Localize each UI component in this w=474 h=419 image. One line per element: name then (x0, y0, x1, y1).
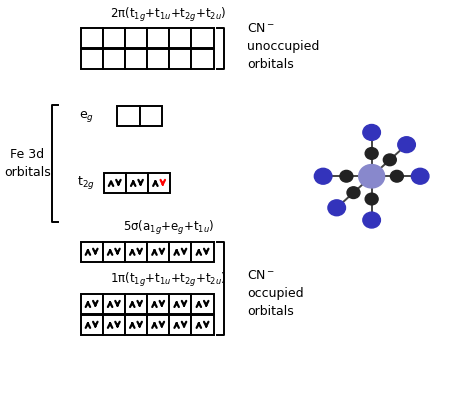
Text: 5σ(a$_{1g}$+e$_g$+t$_{1u}$): 5σ(a$_{1g}$+e$_g$+t$_{1u}$) (123, 219, 214, 237)
Bar (81, 294, 103, 314)
Bar (147, 242, 169, 262)
Text: 1π(t$_{1g}$+t$_{1u}$+t$_{2g}$+t$_{2u}$): 1π(t$_{1g}$+t$_{1u}$+t$_{2g}$+t$_{2u}$) (110, 271, 227, 289)
Bar (169, 49, 191, 69)
Bar (191, 28, 214, 48)
Bar (169, 28, 191, 48)
Bar (103, 242, 125, 262)
Circle shape (363, 212, 381, 228)
Circle shape (365, 147, 378, 159)
Bar (81, 49, 103, 69)
Bar (103, 315, 125, 335)
Text: CN$^-$
occupied
orbitals: CN$^-$ occupied orbitals (247, 269, 303, 318)
Bar (169, 242, 191, 262)
Bar (104, 173, 126, 193)
Bar (191, 49, 214, 69)
Circle shape (359, 165, 384, 188)
Bar (147, 28, 169, 48)
Text: CN$^-$
unoccupied
orbitals: CN$^-$ unoccupied orbitals (247, 22, 319, 71)
Bar (147, 49, 169, 69)
Circle shape (363, 124, 381, 140)
Bar (125, 242, 147, 262)
Bar (140, 106, 162, 126)
Text: e$_g$: e$_g$ (79, 109, 94, 124)
Bar (147, 315, 169, 335)
Bar (126, 173, 148, 193)
Bar (118, 106, 140, 126)
Bar (103, 49, 125, 69)
Circle shape (411, 168, 429, 184)
Circle shape (347, 187, 360, 199)
Circle shape (383, 154, 396, 166)
Bar (125, 49, 147, 69)
Circle shape (365, 193, 378, 205)
Bar (191, 242, 214, 262)
Bar (191, 294, 214, 314)
Bar (148, 173, 170, 193)
Circle shape (328, 200, 346, 216)
Bar (81, 315, 103, 335)
Bar (81, 28, 103, 48)
Circle shape (340, 171, 353, 182)
Circle shape (314, 168, 332, 184)
Circle shape (391, 171, 403, 182)
Text: t$_{2g}$: t$_{2g}$ (77, 174, 94, 191)
Circle shape (398, 137, 415, 153)
Bar (169, 315, 191, 335)
Bar (125, 315, 147, 335)
Bar (125, 28, 147, 48)
Text: Fe 3d
orbitals: Fe 3d orbitals (4, 148, 51, 179)
Bar (147, 294, 169, 314)
Bar (125, 294, 147, 314)
Text: 2π(t$_{1g}$+t$_{1u}$+t$_{2g}$+t$_{2u}$): 2π(t$_{1g}$+t$_{1u}$+t$_{2g}$+t$_{2u}$) (110, 6, 227, 24)
Bar (191, 315, 214, 335)
Bar (103, 294, 125, 314)
Bar (103, 28, 125, 48)
Bar (169, 294, 191, 314)
Bar (81, 242, 103, 262)
